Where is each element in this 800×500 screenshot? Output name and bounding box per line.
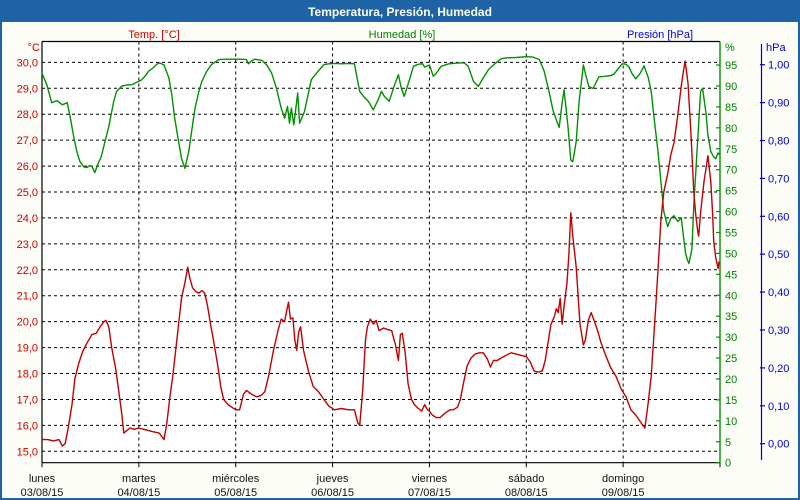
humidity-axis-tick-label: 55 bbox=[725, 227, 737, 239]
humidity-series-line bbox=[41, 56, 720, 265]
title-bar: Temperatura, Presión, Humedad bbox=[2, 2, 798, 22]
pressure-axis-unit: hPa bbox=[766, 42, 786, 54]
humidity-axis-tick-label: 20 bbox=[725, 374, 737, 386]
humidity-axis-unit: % bbox=[725, 42, 735, 54]
day-date-label: 09/08/15 bbox=[602, 487, 645, 499]
day-weekday-label: sábado bbox=[508, 473, 544, 485]
day-weekday-label: viernes bbox=[412, 473, 448, 485]
day-weekday-label: martes bbox=[122, 473, 156, 485]
legend: Temp. [°C] Humedad [%] Presión [hPa] bbox=[2, 29, 798, 44]
day-weekday-label: miércoles bbox=[212, 473, 260, 485]
humidity-axis-tick-label: 80 bbox=[725, 123, 737, 135]
humidity-axis-tick-label: 70 bbox=[725, 165, 737, 177]
legend-temp-label: Temp. [°C] bbox=[128, 29, 180, 41]
humidity-axis-tick-label: 95 bbox=[725, 60, 737, 72]
day-weekday-label: lunes bbox=[29, 473, 56, 485]
pressure-axis-tick-label: 0,20 bbox=[768, 363, 789, 375]
pressure-axis-tick-label: 0,00 bbox=[768, 439, 789, 451]
day-weekday-label: domingo bbox=[602, 473, 644, 485]
humidity-axis-tick-label: 15 bbox=[725, 395, 737, 407]
humidity-axis-tick-label: 40 bbox=[725, 290, 737, 302]
day-weekday-label: jueves bbox=[316, 473, 349, 485]
humidity-axis-tick-label: 75 bbox=[725, 144, 737, 156]
humidity-axis-tick-label: 45 bbox=[725, 269, 737, 281]
temp-axis-tick-label: 24,0 bbox=[17, 213, 38, 225]
pressure-axis-tick-label: 0,30 bbox=[768, 325, 789, 337]
temp-axis-tick-label: 30,0 bbox=[17, 57, 38, 69]
day-date-label: 07/08/15 bbox=[408, 487, 451, 499]
day-date-label: 08/08/15 bbox=[505, 487, 548, 499]
temp-axis-tick-label: 20,0 bbox=[17, 317, 38, 329]
humidity-axis-tick-label: 30 bbox=[725, 332, 737, 344]
temp-axis-tick-label: 17,0 bbox=[17, 394, 38, 406]
legend-pressure-label: Presión [hPa] bbox=[626, 29, 694, 41]
humidity-axis-tick-label: 10 bbox=[725, 416, 737, 428]
temp-axis-tick-label: 29,0 bbox=[17, 83, 38, 95]
humidity-axis-tick-label: 50 bbox=[725, 248, 737, 260]
temp-axis-tick-label: 27,0 bbox=[17, 135, 38, 147]
pressure-axis-tick-label: 1,00 bbox=[768, 60, 789, 72]
plot-area bbox=[42, 41, 720, 463]
day-date-label: 04/08/15 bbox=[117, 487, 160, 499]
temp-axis-tick-label: 26,0 bbox=[17, 161, 38, 173]
temp-axis-tick-label: 28,0 bbox=[17, 109, 38, 121]
temp-axis-tick-label: 18,0 bbox=[17, 369, 38, 381]
temp-axis-tick-label: 22,0 bbox=[17, 265, 38, 277]
temp-series-line bbox=[41, 60, 720, 447]
pressure-axis-tick-label: 0,60 bbox=[768, 211, 789, 223]
temp-axis-tick-label: 15,0 bbox=[17, 446, 38, 458]
humidity-axis-tick-label: 25 bbox=[725, 353, 737, 365]
humidity-axis-tick-label: 35 bbox=[725, 311, 737, 323]
humidity-axis-tick-label: 60 bbox=[725, 207, 737, 219]
pressure-axis-tick-label: 0,70 bbox=[768, 173, 789, 185]
pressure-axis-tick-label: 0,40 bbox=[768, 287, 789, 299]
legend-humidity-label: Humedad [%] bbox=[368, 29, 436, 41]
temp-axis-unit: °C bbox=[28, 42, 40, 54]
pressure-axis-tick-label: 0,10 bbox=[768, 401, 789, 413]
temp-axis-tick-label: 19,0 bbox=[17, 343, 38, 355]
pressure-axis-tick-label: 0,50 bbox=[768, 249, 789, 261]
day-date-label: 05/08/15 bbox=[214, 487, 257, 499]
temp-axis-tick-label: 16,0 bbox=[17, 420, 38, 432]
chart-title: Temperatura, Presión, Humedad bbox=[308, 5, 492, 19]
pressure-axis-tick-label: 0,90 bbox=[768, 98, 789, 110]
humidity-axis-tick-label: 5 bbox=[725, 437, 731, 449]
day-date-label: 06/08/15 bbox=[311, 487, 354, 499]
humidity-axis-tick-label: 0 bbox=[725, 458, 731, 470]
day-date-label: 03/08/15 bbox=[21, 487, 64, 499]
humidity-axis-tick-label: 90 bbox=[725, 81, 737, 93]
humidity-axis-tick-label: 85 bbox=[725, 102, 737, 114]
temp-axis-tick-label: 23,0 bbox=[17, 239, 38, 251]
temp-axis-tick-label: 21,0 bbox=[17, 291, 38, 303]
temp-axis-tick-label: 25,0 bbox=[17, 187, 38, 199]
humidity-axis-tick-label: 65 bbox=[725, 186, 737, 198]
pressure-axis-tick-label: 0,80 bbox=[768, 136, 789, 148]
